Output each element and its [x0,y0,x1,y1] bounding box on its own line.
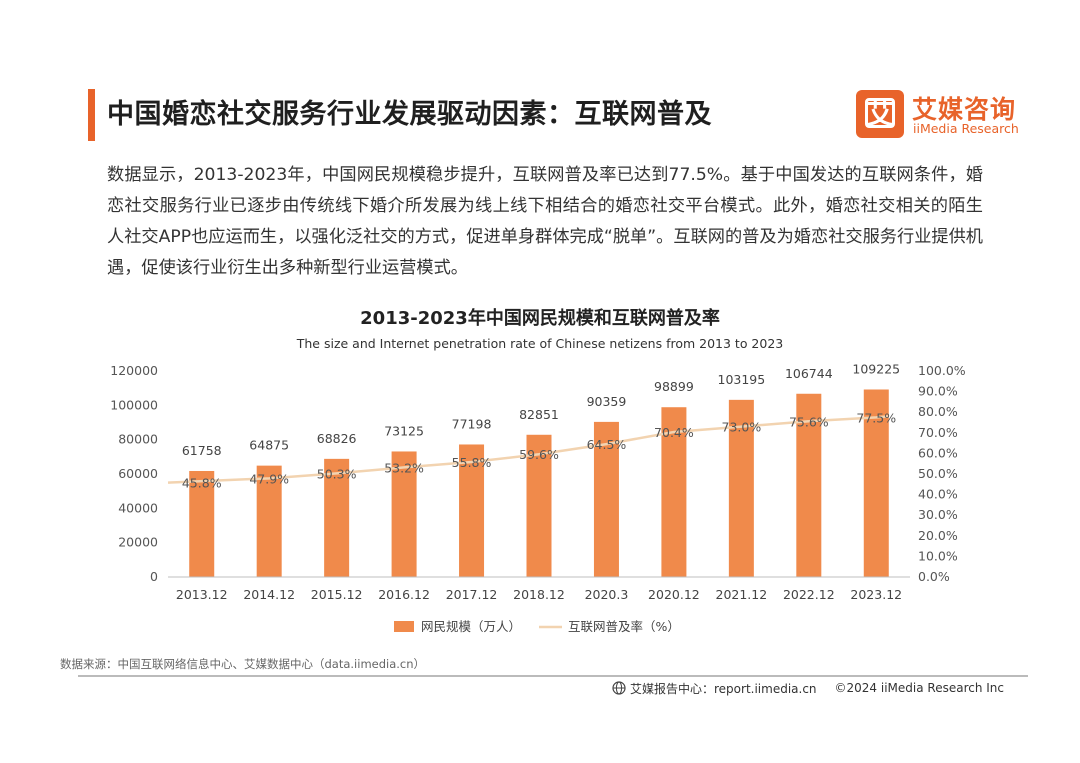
bar [593,421,619,577]
logo-mark-char: 艾 [865,97,894,130]
y-left-tick-label: 100000 [110,397,158,412]
legend-label-bar: 网民规模（万人） [421,619,521,634]
bar-data-label: 77198 [452,416,492,431]
y-right-tick-label: 80.0% [918,404,958,419]
y-left-tick-label: 20000 [118,535,158,550]
x-tick-label: 2021.12 [716,587,768,602]
copyright: ©2024 iiMedia Research Inc [834,681,1005,695]
bar [189,470,215,577]
bar-data-label: 98899 [654,379,694,394]
line-data-label: 70.4% [654,425,694,440]
bar-data-label: 82851 [519,407,559,422]
bar [863,389,889,577]
bar-data-label: 73125 [384,423,424,438]
x-tick-label: 2018.12 [513,587,565,602]
line-data-label: 64.5% [587,437,627,452]
line-data-label: 59.6% [519,447,559,462]
report-center-link[interactable]: 艾媒报告中心：report.iimedia.cn [630,681,817,696]
bar-data-label: 109225 [852,361,900,376]
x-tick-label: 2017.12 [446,587,498,602]
page-title: 中国婚恋社交服务行业发展驱动因素：互联网普及 [107,99,712,130]
bar-data-label: 61758 [182,443,222,458]
line-data-label: 45.8% [182,476,222,491]
y-right-tick-label: 90.0% [918,384,958,399]
y-left-tick-label: 80000 [118,432,158,447]
y-right-tick-label: 10.0% [918,548,958,563]
x-tick-label: 2016.12 [378,587,430,602]
y-right-tick-label: 30.0% [918,507,958,522]
x-tick-label: 2020.12 [648,587,700,602]
bar-data-label: 64875 [249,438,289,453]
y-right-tick-label: 20.0% [918,528,958,543]
line-data-label: 47.9% [249,471,289,486]
bar [391,451,417,577]
y-left-tick-label: 120000 [110,363,158,378]
title-accent-bar [88,89,95,141]
intro-paragraph: 数据显示，2013-2023年，中国网民规模稳步提升，互联网普及率已达到77.5… [107,165,983,278]
bar-data-label: 90359 [587,394,627,409]
y-right-tick-label: 50.0% [918,466,958,481]
chart-title: 2013-2023年中国网民规模和互联网普及率 [360,308,720,329]
bar [459,444,485,577]
x-tick-label: 2014.12 [243,587,295,602]
bar [728,399,754,577]
x-tick-label: 2022.12 [783,587,835,602]
footer-info: 艾媒报告中心：report.iimedia.cn ©2024 iiMedia R… [612,680,1004,696]
x-tick-label: 2015.12 [311,587,363,602]
bar [324,458,350,577]
bar [526,434,552,577]
line-data-label: 77.5% [856,410,896,425]
legend-swatch-bar [394,621,414,632]
y-left-tick-label: 0 [150,569,158,584]
chart-subtitle: The size and Internet penetration rate o… [296,336,784,351]
x-tick-label: 2023.12 [850,587,902,602]
x-tick-label: 2013.12 [176,587,228,602]
y-left-tick-label: 60000 [118,466,158,481]
line-data-label: 75.6% [789,414,829,429]
iimedia-logo: 艾 艾媒咨询 iiMedia Research [856,90,1019,140]
bar [796,393,822,577]
line-data-label: 50.3% [317,466,357,481]
y-right-tick-label: 60.0% [918,445,958,460]
x-tick-label: 2020.3 [585,587,629,602]
bar-data-label: 68826 [317,431,357,446]
logo-mark-icon: 艾 [856,90,904,138]
bar-data-label: 103195 [718,372,766,387]
line-data-label: 53.2% [384,460,424,475]
penetration-line [167,415,889,484]
bar-data-label: 106744 [785,366,833,381]
bar [661,407,687,577]
y-right-tick-label: 100.0% [918,363,966,378]
logo-name-en: iiMedia Research [913,121,1019,136]
data-source: 数据来源：中国互联网络信息中心、艾媒数据中心（data.iimedia.cn） [60,657,426,671]
bar [256,465,282,577]
footer-divider [78,675,1028,677]
y-right-tick-label: 70.0% [918,425,958,440]
y-right-tick-label: 0.0% [918,569,950,584]
legend-label-line: 互联网普及率（%） [568,619,680,634]
line-data-label: 73.0% [722,420,762,435]
globe-icon [612,681,626,695]
y-right-tick-label: 40.0% [918,487,958,502]
logo-name-cn: 艾媒咨询 [912,95,1017,124]
y-left-tick-label: 40000 [118,500,158,515]
line-data-label: 55.8% [452,455,492,470]
